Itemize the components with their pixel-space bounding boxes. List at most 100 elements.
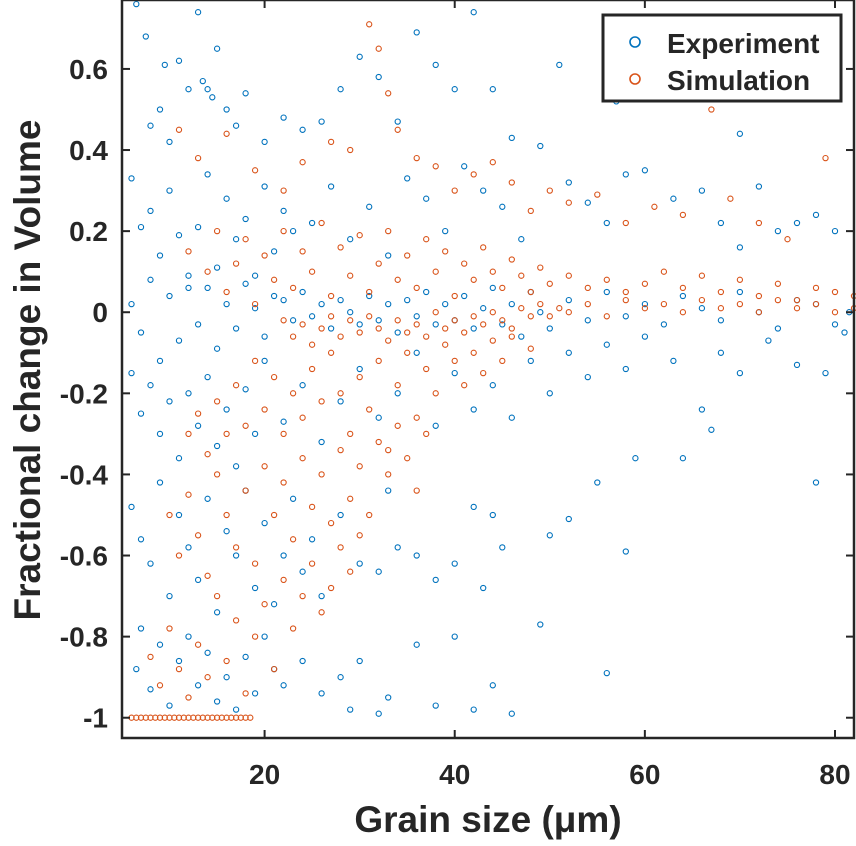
data-point-experiment-82 — [156, 357, 164, 365]
data-point-simulation-54 — [423, 236, 430, 243]
y-tick-label: 0 — [92, 297, 108, 328]
data-point-simulation-66 — [537, 264, 544, 271]
data-point-simulation-180 — [299, 455, 306, 462]
data-point-simulation-215 — [347, 568, 354, 575]
data-point-experiment-38 — [166, 187, 173, 194]
data-point-experiment-36 — [147, 207, 154, 215]
data-point-simulation-108 — [508, 325, 515, 332]
data-point-experiment-51 — [289, 227, 297, 235]
data-point-simulation-170 — [204, 572, 211, 579]
data-point-experiment-155 — [280, 418, 287, 425]
x-tick-label: 40 — [439, 759, 470, 790]
data-point-simulation-18 — [527, 207, 534, 215]
data-point-simulation-97 — [404, 329, 411, 336]
data-point-simulation-214 — [337, 544, 344, 551]
data-point-simulation-190 — [394, 422, 401, 429]
data-point-experiment-97 — [299, 288, 306, 296]
data-point-experiment-133 — [736, 288, 744, 296]
data-point-simulation-127 — [812, 300, 820, 308]
data-point-simulation-10 — [385, 90, 392, 97]
data-point-experiment-141 — [137, 410, 145, 417]
data-point-experiment-223 — [133, 665, 140, 673]
data-point-experiment-5 — [166, 138, 173, 146]
data-point-simulation-111 — [537, 300, 544, 308]
data-point-experiment-13 — [223, 106, 230, 113]
data-point-simulation-210 — [299, 592, 306, 600]
data-point-simulation-185 — [347, 495, 354, 502]
data-point-experiment-79 — [128, 300, 135, 308]
data-point-experiment-34 — [128, 175, 135, 182]
data-point-experiment-107 — [394, 329, 401, 336]
data-point-experiment-91 — [242, 280, 249, 287]
data-point-simulation-2 — [223, 130, 230, 137]
data-point-experiment-177 — [717, 349, 725, 356]
data-point-simulation-103 — [461, 329, 468, 336]
data-point-simulation-115 — [584, 300, 591, 308]
data-point-experiment-61 — [480, 187, 487, 194]
data-point-simulation-33 — [223, 288, 230, 296]
data-point-simulation-208 — [280, 576, 287, 584]
data-point-simulation-184 — [337, 446, 344, 454]
data-point-experiment-233 — [223, 674, 230, 681]
data-point-experiment-75 — [774, 227, 782, 235]
data-point-simulation-86 — [299, 321, 306, 328]
data-point-simulation-109 — [518, 305, 525, 312]
data-point-experiment-54 — [347, 236, 354, 243]
data-point-experiment-247 — [413, 641, 420, 648]
data-point-experiment-59 — [442, 227, 449, 235]
data-point-experiment-115 — [470, 325, 477, 332]
data-point-experiment-214 — [499, 544, 506, 551]
data-point-simulation-144 — [318, 398, 325, 405]
data-point-simulation-95 — [385, 337, 392, 344]
data-point-simulation-79 — [774, 280, 782, 287]
data-point-simulation-168 — [185, 491, 192, 498]
data-point-experiment-10 — [204, 86, 211, 93]
data-point-experiment-74 — [755, 183, 763, 190]
data-point-experiment-154 — [261, 357, 268, 365]
data-point-simulation-165 — [527, 345, 534, 352]
data-point-simulation-30 — [185, 248, 192, 255]
data-point-simulation-90 — [337, 333, 344, 340]
data-point-simulation-151 — [385, 446, 392, 454]
data-point-simulation-194 — [147, 653, 154, 661]
data-point-experiment-21 — [356, 53, 363, 60]
data-point-experiment-171 — [584, 373, 591, 381]
data-point-simulation-131 — [194, 410, 202, 417]
data-point-experiment-180 — [793, 361, 801, 369]
data-point-simulation-161 — [480, 369, 487, 377]
data-point-simulation-56 — [442, 248, 449, 255]
tick-labels-layer: 20 40 60 80 0.6 0.4 0.2 0 -0.2 -0.4 -0.6 -0.8 -1 — [60, 54, 851, 790]
data-point-simulation-113 — [556, 305, 563, 312]
data-point-simulation-19 — [546, 187, 553, 194]
data-point-simulation-35 — [242, 236, 249, 243]
data-point-experiment-225 — [147, 686, 154, 693]
data-point-simulation-172 — [223, 511, 230, 519]
data-point-simulation-36 — [251, 300, 259, 308]
data-point-experiment-127 — [622, 313, 629, 320]
data-point-simulation-126 — [793, 305, 801, 312]
data-point-experiment-146 — [185, 390, 192, 397]
data-point-simulation-62 — [499, 284, 506, 292]
data-point-experiment-173 — [622, 365, 629, 373]
data-point-experiment-158 — [337, 398, 344, 405]
data-point-experiment-255 — [480, 584, 487, 592]
data-point-experiment-55 — [366, 203, 373, 210]
data-point-experiment-92 — [251, 305, 259, 312]
data-point-simulation-120 — [679, 309, 687, 316]
data-point-simulation-123 — [736, 300, 744, 308]
data-point-experiment-0 — [133, 0, 140, 8]
data-point-experiment-249 — [451, 633, 458, 640]
data-point-experiment-185 — [147, 560, 154, 567]
data-point-simulation-38 — [270, 276, 278, 283]
data-point-experiment-168 — [527, 357, 534, 365]
data-point-experiment-86 — [194, 321, 202, 328]
data-point-simulation-85 — [289, 333, 297, 340]
data-point-simulation-12 — [413, 154, 420, 162]
data-point-simulation-149 — [366, 406, 373, 413]
data-point-experiment-30 — [556, 61, 563, 69]
data-point-simulation-44 — [327, 292, 335, 300]
data-point-experiment-45 — [232, 236, 240, 243]
data-point-experiment-193 — [223, 528, 230, 535]
data-point-simulation-137 — [251, 357, 259, 365]
